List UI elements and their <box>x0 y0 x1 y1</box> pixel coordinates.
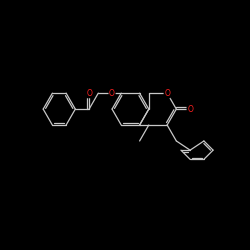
Text: O: O <box>164 89 170 98</box>
Text: O: O <box>86 89 92 98</box>
Text: O: O <box>187 104 193 114</box>
Text: O: O <box>109 89 115 98</box>
